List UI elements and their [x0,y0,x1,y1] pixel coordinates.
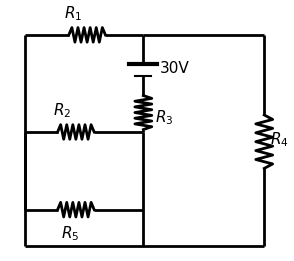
Text: $R_2$: $R_2$ [53,101,71,120]
Text: $R_5$: $R_5$ [61,224,79,243]
Text: 30V: 30V [160,61,190,76]
Text: $R_4$: $R_4$ [270,130,288,149]
Text: $R_3$: $R_3$ [155,108,173,127]
Text: $R_1$: $R_1$ [64,4,82,23]
